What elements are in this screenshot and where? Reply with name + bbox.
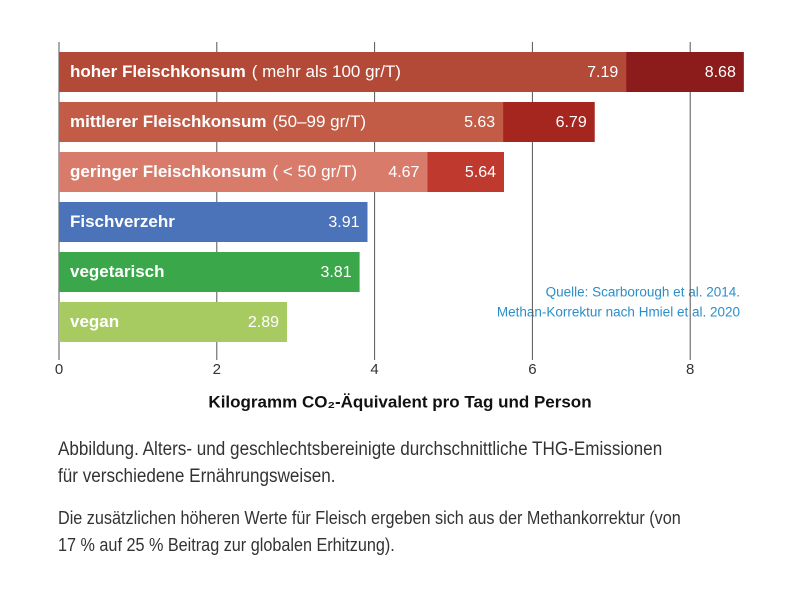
- caption: Abbildung. Alters- und geschlechtsberein…: [58, 439, 663, 460]
- value-label: 7.19: [587, 64, 618, 81]
- category-name: mittlerer Fleischkonsum: [70, 112, 267, 131]
- source: Methan-Korrektur nach Hmiel et al. 2020: [497, 305, 740, 320]
- x-axis-title: Kilogramm CO₂-Äquivalent pro Tag und Per…: [208, 392, 591, 411]
- x-tick-label: 2: [213, 361, 221, 378]
- chart: Kilogramm CO₂-Äquivalent pro Tag und Per…: [55, 42, 744, 411]
- value-label: 4.67: [388, 164, 419, 181]
- x-tick-label: 8: [686, 361, 694, 378]
- bar: [59, 102, 504, 142]
- bar: [59, 152, 428, 192]
- x-tick-label: 6: [528, 361, 536, 378]
- category-label: vegan: [70, 312, 119, 331]
- category-note: ( mehr als 100 gr/T): [252, 62, 401, 81]
- category-note: (50–99 gr/T): [273, 112, 367, 131]
- category-label: Fischverzehr: [70, 212, 175, 231]
- note: 17 % auf 25 % Beitrag zur globalen Erhit…: [58, 535, 395, 555]
- bar: [59, 52, 627, 92]
- category-label: hoher Fleischkonsum ( mehr als 100 gr/T): [70, 62, 401, 81]
- bar: [59, 252, 360, 292]
- category-label: geringer Fleischkonsum ( < 50 gr/T): [70, 162, 357, 181]
- value-label: 5.63: [464, 114, 495, 131]
- value-label: 3.81: [320, 264, 351, 281]
- source: Quelle: Scarborough et al. 2014.: [546, 285, 740, 300]
- category-label: mittlerer Fleischkonsum (50–99 gr/T): [70, 112, 366, 131]
- caption: für verschiedene Ernährungsweisen.: [58, 466, 336, 487]
- value-label: 3.91: [328, 214, 359, 231]
- category-note: ( < 50 gr/T): [273, 162, 358, 181]
- value-label: 5.64: [465, 164, 496, 181]
- category-name: hoher Fleischkonsum: [70, 62, 246, 81]
- bar: [59, 302, 288, 342]
- x-tick-label: 4: [370, 361, 378, 378]
- value-label: 8.68: [705, 64, 736, 81]
- category-name: vegetarisch: [70, 262, 165, 281]
- category-label: vegetarisch: [70, 262, 165, 281]
- category-name: geringer Fleischkonsum: [70, 162, 267, 181]
- category-name: Fischverzehr: [70, 212, 175, 231]
- category-name: vegan: [70, 312, 119, 331]
- value-label: 2.89: [248, 314, 279, 331]
- x-tick-label: 0: [55, 361, 63, 378]
- value-label: 6.79: [556, 114, 587, 131]
- bar: [59, 202, 368, 242]
- note: Die zusätzlichen höheren Werte für Fleis…: [58, 508, 681, 528]
